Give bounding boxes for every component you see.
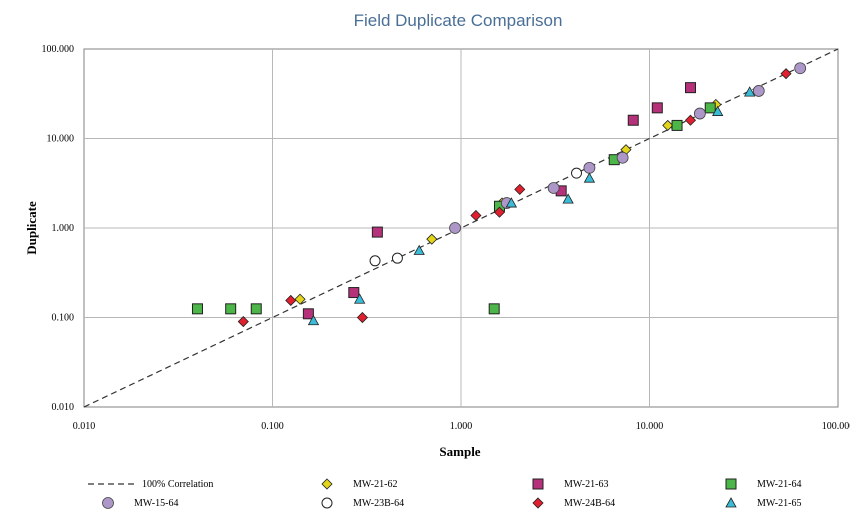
data-point — [547, 182, 560, 194]
legend-label: MW-21-62 — [353, 479, 397, 490]
legend-item: MW-21-63 — [532, 478, 608, 490]
legend-swatch — [102, 497, 114, 509]
legend-label: MW-21-64 — [757, 479, 801, 490]
y-tick-label: 0.100 — [52, 313, 75, 324]
data-point — [470, 209, 482, 222]
legend-item: MW-21-65 — [725, 497, 801, 509]
data-point — [250, 303, 262, 315]
legend-item: MW-21-64 — [725, 478, 801, 490]
y-tick-label: 10.000 — [47, 134, 75, 145]
data-point — [671, 119, 683, 131]
data-point — [369, 255, 381, 267]
legend-swatch — [321, 497, 333, 509]
data-point — [794, 62, 807, 75]
legend: 100% Correlation MW-21-62 MW-21-63 MW-21-64… — [88, 478, 801, 509]
legend-label: 100% Correlation — [142, 479, 213, 490]
data-point — [780, 68, 792, 80]
legend-swatch — [532, 478, 544, 490]
data-point — [191, 303, 203, 315]
x-tick-label: 1.000 — [450, 421, 473, 432]
data-point — [493, 206, 506, 218]
y-axis-ticks: 0.010 0.100 1.000 10.000 100.000 — [42, 44, 75, 413]
data-point — [583, 172, 596, 183]
data-point — [302, 308, 314, 320]
data-point — [237, 316, 249, 328]
data-point — [571, 167, 583, 179]
x-tick-label: 0.100 — [261, 421, 284, 432]
x-tick-label: 10.000 — [636, 421, 664, 432]
data-point — [562, 193, 574, 204]
x-axis-title: Sample — [439, 444, 480, 459]
legend-label: MW-24B-64 — [564, 498, 615, 509]
legend-label: MW-23B-64 — [353, 498, 404, 509]
data-point — [225, 303, 237, 315]
chart-title: Field Duplicate Comparison — [354, 11, 563, 30]
data-point — [712, 105, 724, 116]
legend-item: 100% Correlation — [88, 479, 213, 490]
legend-label: MW-15-64 — [134, 498, 178, 509]
data-point — [752, 85, 765, 97]
gridlines — [84, 49, 838, 407]
x-tick-label: 100.000 — [822, 421, 850, 432]
legend-item: MW-23B-64 — [321, 497, 404, 509]
data-point — [514, 183, 526, 195]
legend-swatch — [725, 497, 737, 508]
data-point — [449, 222, 461, 234]
data-point — [391, 252, 403, 264]
legend-swatch — [532, 497, 544, 509]
data-point — [662, 119, 674, 131]
data-point — [356, 311, 369, 324]
y-axis-title: Duplicate — [24, 201, 39, 255]
data-points — [191, 62, 807, 328]
data-point — [353, 293, 366, 304]
data-point — [744, 86, 756, 97]
y-tick-label: 0.010 — [52, 402, 75, 413]
legend-swatch — [725, 478, 737, 490]
data-point — [307, 314, 320, 326]
data-point — [426, 233, 438, 245]
legend-item: MW-21-62 — [321, 478, 397, 490]
data-point — [583, 161, 596, 174]
data-point — [704, 102, 716, 114]
x-axis-ticks: 0.010 0.100 1.000 10.000 100.000 — [73, 421, 850, 432]
legend-item: MW-24B-64 — [532, 497, 615, 509]
data-point — [488, 303, 500, 315]
data-point — [348, 287, 360, 299]
data-point — [693, 107, 706, 120]
data-point — [294, 293, 306, 305]
data-point — [627, 114, 639, 126]
data-point — [413, 244, 425, 255]
data-point — [371, 226, 383, 238]
legend-label: MW-21-63 — [564, 479, 608, 490]
data-point — [684, 114, 697, 126]
x-tick-label: 0.010 — [73, 421, 96, 432]
data-point — [285, 294, 297, 307]
data-point — [505, 197, 518, 208]
data-point — [651, 102, 663, 114]
y-tick-label: 1.000 — [52, 223, 75, 234]
data-point — [616, 151, 629, 164]
data-point — [684, 82, 696, 94]
legend-swatch — [321, 478, 333, 490]
legend-item: MW-15-64 — [102, 497, 178, 509]
legend-label: MW-21-65 — [757, 498, 801, 509]
y-tick-label: 100.000 — [42, 44, 75, 55]
